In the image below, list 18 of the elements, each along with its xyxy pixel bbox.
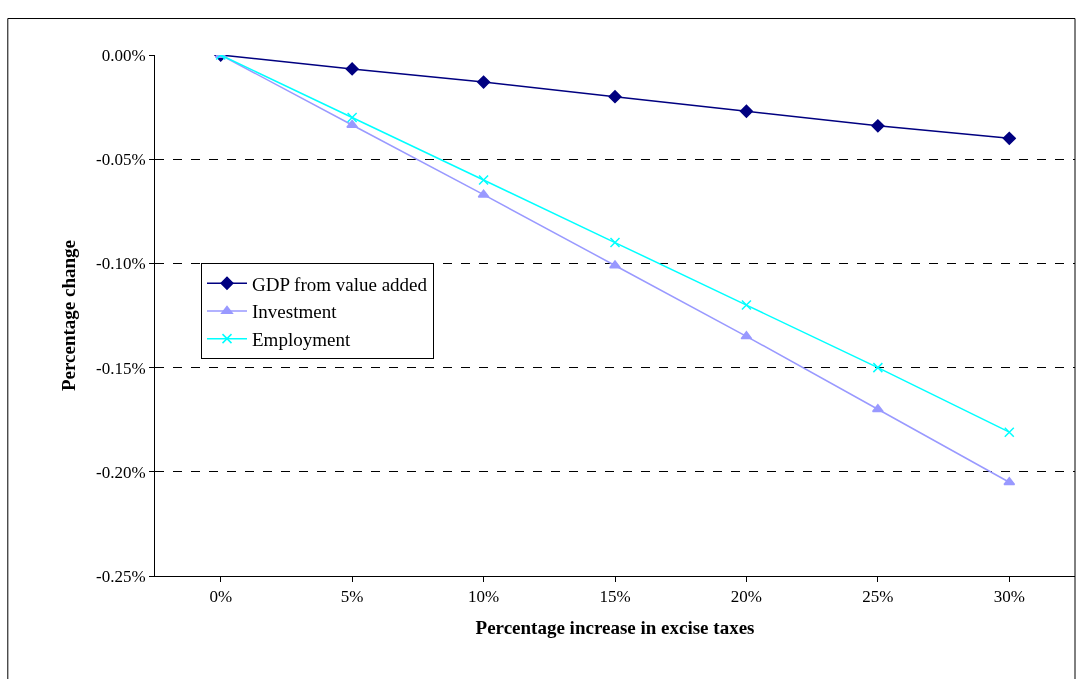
x-tick-label: 0%	[209, 587, 233, 607]
x-tick-label: 25%	[862, 587, 894, 607]
y-tick-label: -0.15%	[96, 358, 146, 378]
y-tick-label: -0.20%	[96, 462, 146, 482]
x-tick-label: 10%	[467, 587, 500, 607]
y-tick-label: -0.05%	[96, 150, 146, 170]
x-tick-label: 30%	[993, 587, 1025, 607]
x-tick-label: 15%	[599, 587, 631, 607]
x-tick-label: 5%	[340, 587, 364, 607]
y-tick-label: 0.00%	[101, 45, 146, 65]
legend-label: Investment	[252, 301, 338, 323]
y-tick-label: -0.10%	[96, 254, 146, 274]
legend-label: GDP from value added	[252, 273, 428, 295]
legend-label: Employment	[252, 329, 351, 351]
y-axis-title: Percentage change	[57, 239, 79, 392]
y-tick-label: -0.25%	[96, 566, 146, 586]
x-axis-title: Percentage increase in excise taxes	[475, 617, 755, 639]
x-tick-label: 20%	[730, 587, 763, 607]
